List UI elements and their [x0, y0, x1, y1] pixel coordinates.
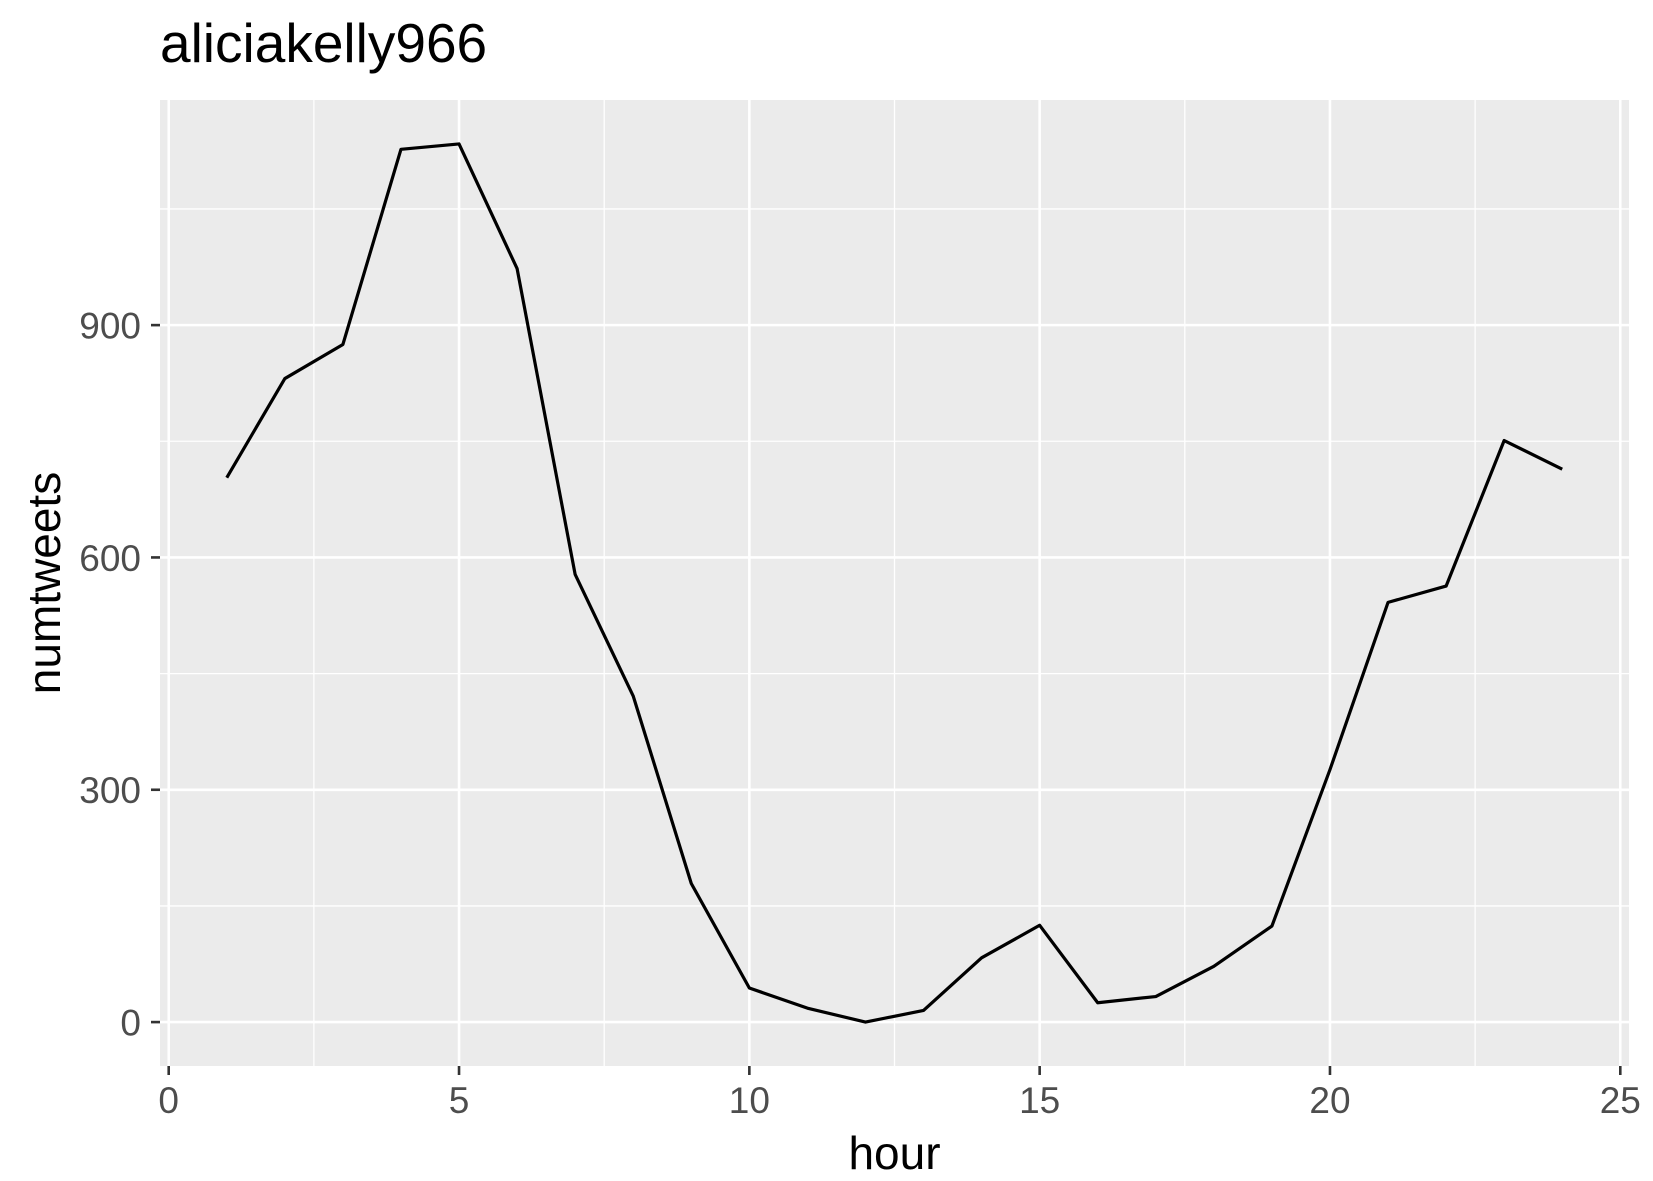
y-tick-label: 600: [79, 538, 141, 579]
x-axis: 0 5 10 15 20 25: [158, 1066, 1641, 1121]
y-tick-label: 0: [120, 1002, 141, 1043]
chart-title: aliciakelly966: [160, 12, 487, 74]
y-tick-label: 300: [79, 770, 141, 811]
x-axis-title: hour: [848, 1127, 940, 1179]
x-tick-label: 5: [449, 1080, 470, 1121]
series-line: [225, 142, 1563, 1024]
x-tick-label: 15: [1019, 1080, 1060, 1121]
minor-gridlines: [160, 100, 1629, 1066]
major-gridlines: [160, 100, 1629, 1066]
x-tick-label: 10: [729, 1080, 770, 1121]
y-axis: 0 300 600 900: [79, 305, 160, 1043]
x-tick-label: 0: [158, 1080, 179, 1121]
x-tick-label: 25: [1600, 1080, 1641, 1121]
y-tick-label: 900: [79, 305, 141, 346]
y-axis-title: numtweets: [18, 472, 70, 694]
x-tick-label: 20: [1309, 1080, 1350, 1121]
